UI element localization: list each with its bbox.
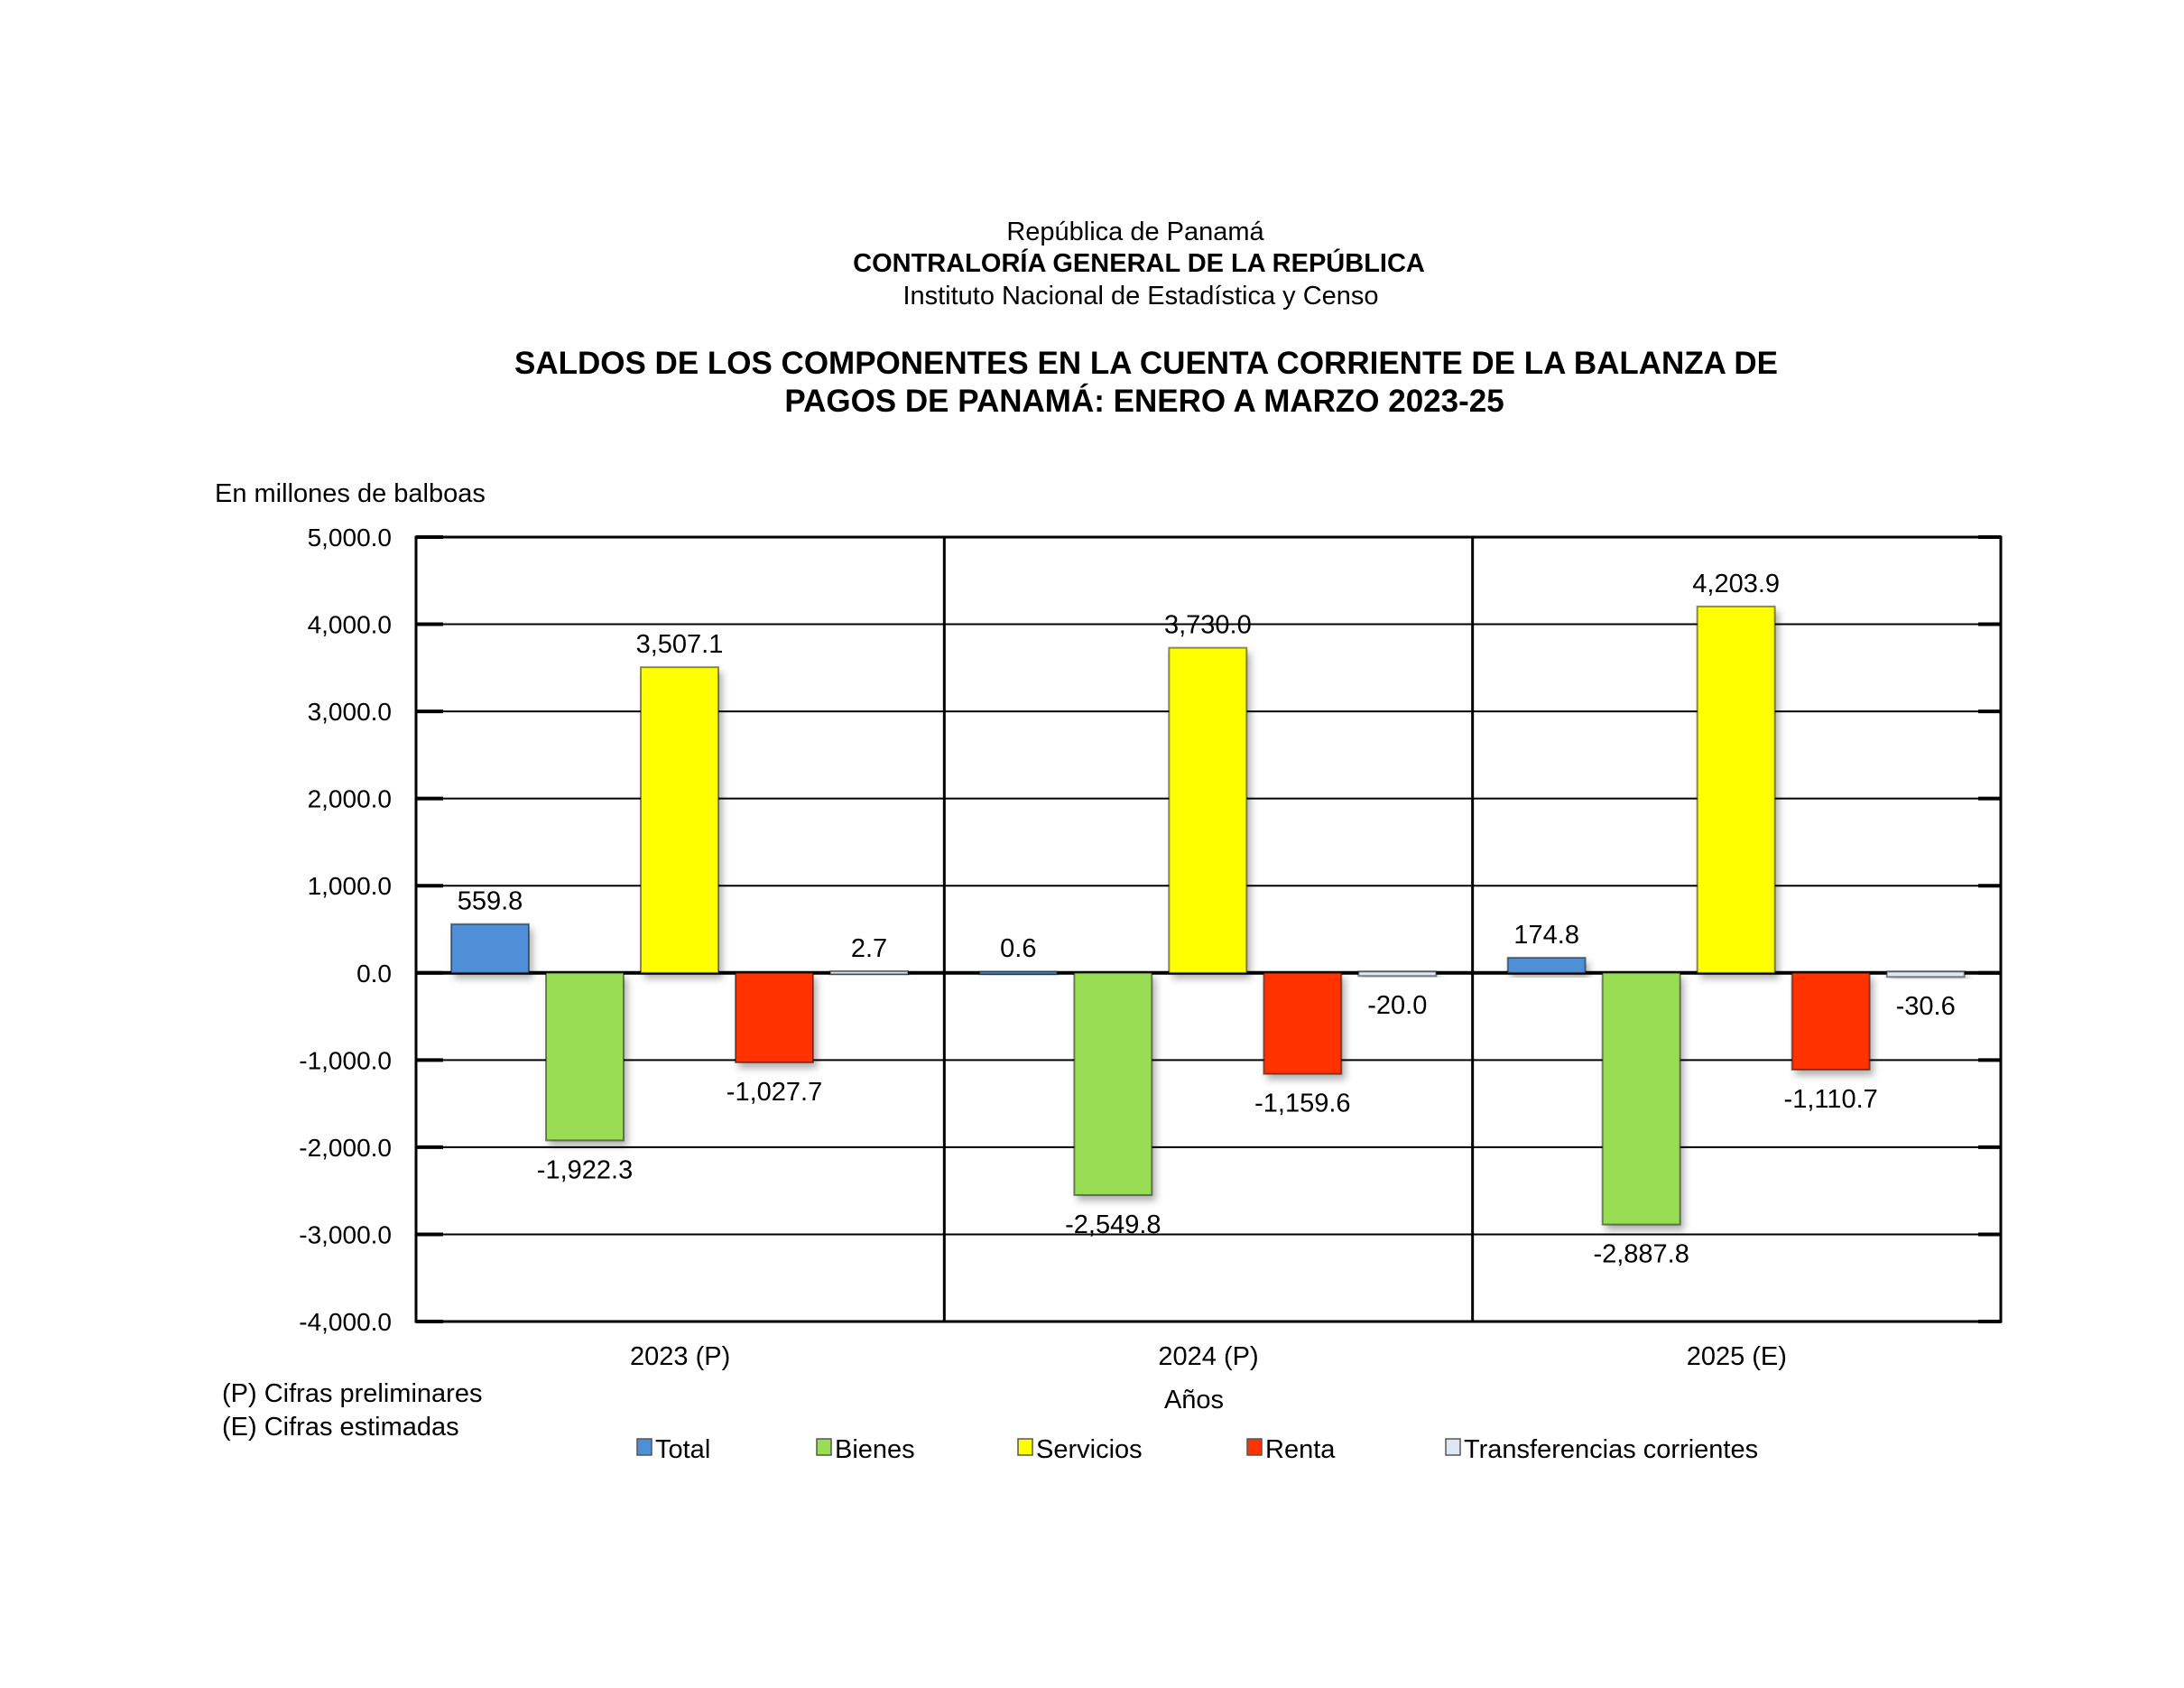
bar-servicios: [1168, 646, 1248, 974]
data-label: 2.7: [851, 934, 887, 963]
note-preliminary: (P) Cifras preliminares: [222, 1379, 482, 1408]
y-tick-label: 3,000.0: [308, 698, 392, 726]
bar-servicios: [1696, 605, 1776, 974]
data-label: -1,027.7: [726, 1078, 822, 1107]
data-label: -1,110.7: [1784, 1085, 1878, 1114]
bar-bienes: [545, 971, 625, 1142]
x-tick-label: 2025 (E): [1687, 1342, 1787, 1371]
plot-border: [414, 535, 2003, 1323]
chart-title-line2: PAGOS DE PANAMÁ: ENERO A MARZO 2023-25: [784, 383, 1504, 419]
legend-label: Total: [655, 1435, 710, 1464]
note-estimated: (E) Cifras estimadas: [222, 1413, 459, 1442]
data-label: 3,730.0: [1164, 611, 1252, 640]
data-label: 174.8: [1513, 921, 1579, 950]
bar-total: [978, 970, 1059, 976]
header-institution: CONTRALORÍA GENERAL DE LA REPÚBLICA: [853, 247, 1425, 278]
data-label: 559.8: [458, 887, 523, 916]
data-label: -1,159.6: [1254, 1090, 1350, 1118]
x-tick-label: 2023 (P): [630, 1342, 730, 1371]
legend-label: Servicios: [1036, 1435, 1143, 1464]
y-tick-label: 4,000.0: [308, 611, 392, 639]
x-axis-label: Años: [1164, 1386, 1224, 1414]
y-tick-label: 5,000.0: [308, 524, 392, 552]
data-label: -2,887.8: [1593, 1240, 1689, 1269]
data-label: 4,203.9: [1692, 570, 1780, 598]
legend-swatch-transferencias-corrientes: [1445, 1438, 1461, 1456]
bar-transferencias-corrientes: [829, 970, 909, 976]
bar-transferencias-corrientes: [1885, 970, 1966, 978]
y-tick-label: -1,000.0: [299, 1046, 392, 1074]
legend-swatch-servicios: [1017, 1438, 1033, 1456]
plot-frame: [414, 535, 2003, 1323]
legend: Total Bienes Servicios Renta Transferencias …: [636, 1435, 1758, 1464]
bar-total: [450, 923, 530, 974]
bar-renta: [1263, 971, 1343, 1075]
data-label: -2,549.8: [1065, 1210, 1161, 1239]
y-tick-label: -4,000.0: [299, 1308, 392, 1336]
y-axis-label: En millones de balboas: [215, 479, 486, 508]
y-tick-label: 2,000.0: [308, 785, 392, 813]
data-labels: 559.8 -1,922.3 3,507.1 -1,027.7 2.7 0.6 -2,549…: [458, 570, 1956, 1269]
legend-label: Bienes: [835, 1435, 915, 1464]
legend-swatch-bienes: [816, 1438, 832, 1456]
legend-label: Renta: [1265, 1435, 1336, 1464]
legend-swatch-total: [636, 1438, 652, 1456]
legend-label: Transferencias corrientes: [1464, 1435, 1758, 1464]
header-country: República de Panamá: [1006, 218, 1264, 246]
y-tick-label: 1,000.0: [308, 872, 392, 900]
bar-renta: [735, 971, 814, 1064]
y-tick-label: -2,000.0: [299, 1134, 392, 1162]
bar-renta: [1791, 971, 1871, 1071]
bar-bienes: [1601, 971, 1681, 1226]
bar-servicios: [640, 666, 719, 974]
header-institute: Instituto Nacional de Estadística y Cens…: [902, 282, 1378, 311]
bar-total: [1506, 956, 1587, 974]
data-label: -30.6: [1896, 992, 1956, 1021]
legend-swatch-renta: [1246, 1438, 1263, 1456]
data-label: -1,922.3: [537, 1155, 633, 1184]
chart-title-line1: SALDOS DE LOS COMPONENTES EN LA CUENTA C…: [514, 346, 1778, 381]
y-tick-label: -3,000.0: [299, 1220, 392, 1248]
bar-transferencias-corrientes: [1357, 970, 1438, 978]
bar-bienes: [1073, 971, 1153, 1196]
y-tick-label: 0.0: [356, 960, 392, 988]
data-label: 3,507.1: [636, 630, 724, 659]
x-tick-labels: 2023 (P) 2024 (P) 2025 (E): [630, 1342, 1787, 1371]
data-label: 0.6: [1000, 934, 1036, 963]
y-tick-labels: 5,000.0 4,000.0 3,000.0 2,000.0 1,000.0 0.0 -1…: [299, 524, 392, 1336]
x-tick-label: 2024 (P): [1158, 1342, 1258, 1371]
data-label: -20.0: [1367, 991, 1427, 1020]
bars: [450, 605, 1966, 1226]
